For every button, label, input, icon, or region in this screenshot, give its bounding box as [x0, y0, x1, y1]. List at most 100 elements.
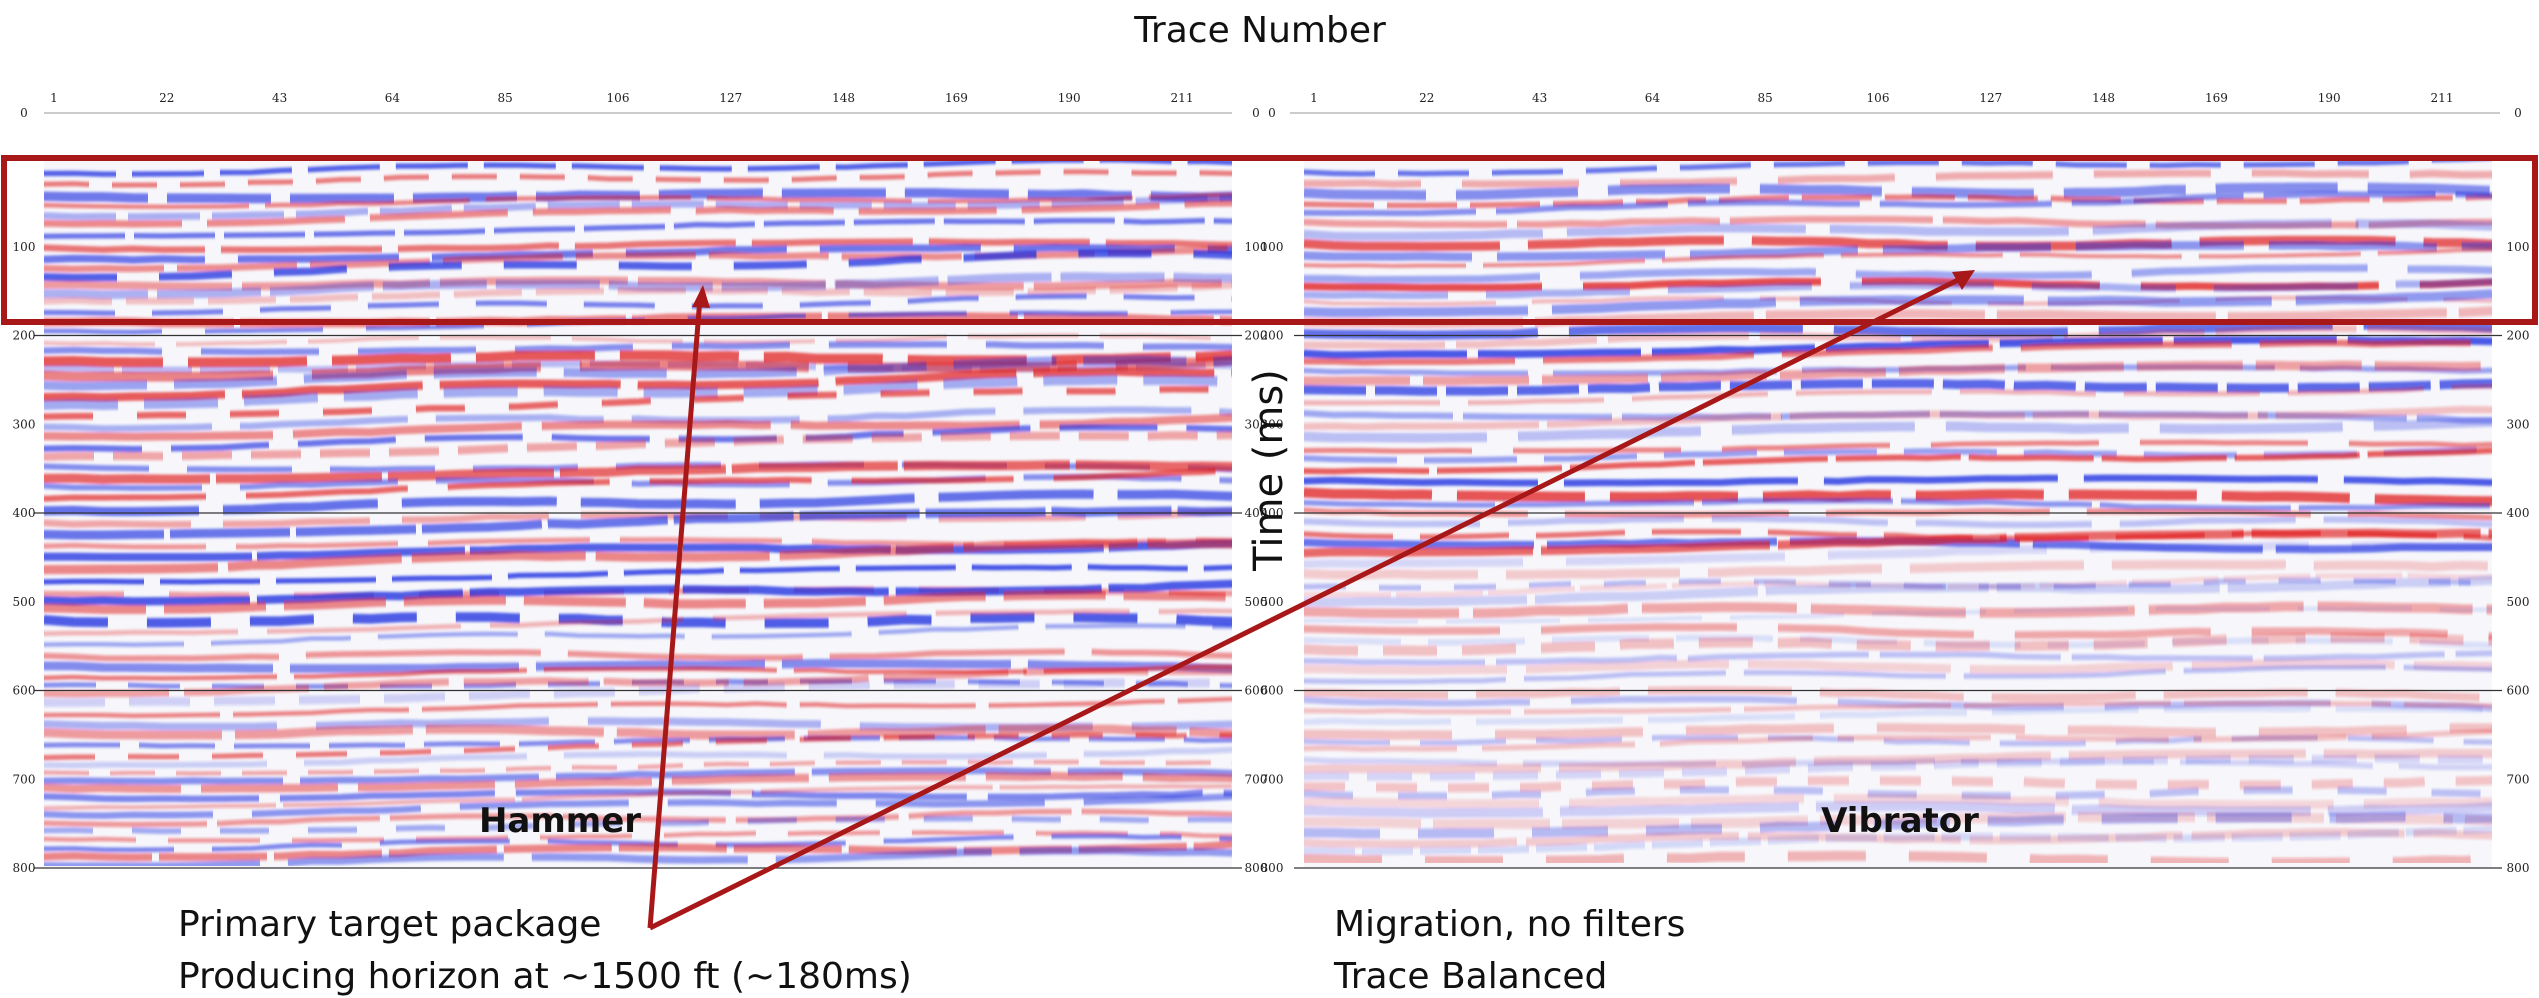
reflector-band [44, 217, 1232, 239]
reflector-band [44, 579, 1232, 606]
panel-hammer: 1 22 43 64 85 106 127 148 169 190 211 0 100 200 300 40… [13, 91, 1268, 875]
reflector-band [1304, 169, 2492, 189]
hammer-time-ticks-right: 0 100 200 300 400 500 600 700 800 [1245, 106, 1268, 875]
time-tick-label: 700 [1261, 772, 1284, 786]
reflector-band [1304, 360, 2492, 386]
reflector-band [44, 659, 1232, 673]
time-tick-label: 500 [1261, 595, 1284, 609]
arrow-to-vibrator [648, 275, 1964, 931]
reflector-band [44, 489, 1232, 517]
hammer-seismic-traces [44, 158, 1232, 868]
reflector-band [1304, 264, 2492, 284]
vibrator-trace-ticks: 1 22 43 64 85 106 127 148 169 190 211 [1310, 91, 2453, 105]
reflector-band [1304, 850, 2492, 868]
time-tick-label: 100 [1245, 240, 1268, 254]
reflector-band [44, 623, 1232, 647]
panel-vibrator: 1 22 43 64 85 106 127 148 169 190 211 0 100 200 300 40… [1261, 91, 2530, 875]
reflector-band [44, 238, 1232, 254]
trace-tick-label: 190 [1058, 91, 1081, 105]
trace-tick-label: 1 [50, 91, 58, 105]
reflector-band [1304, 634, 2492, 649]
reflector-band [44, 473, 1232, 491]
reflector-band [1304, 632, 2492, 656]
trace-tick-label: 22 [1419, 91, 1434, 105]
reflector-band [44, 663, 1232, 681]
reflector-band [1304, 191, 2492, 217]
reflector-band [1304, 825, 2492, 856]
vibrator-label: Vibrator [1821, 801, 1979, 841]
reflector-band [44, 272, 1232, 300]
trace-tick-label: 85 [1758, 91, 1773, 105]
reflector-band [44, 169, 1232, 188]
time-tick-label: 800 [2507, 861, 2530, 875]
reflector-band [1304, 775, 2492, 793]
time-tick-label: 200 [1245, 329, 1268, 343]
reflector-band [44, 508, 1232, 528]
time-tick-label: 300 [2507, 417, 2530, 431]
annotation-right-line1: Migration, no filters [1334, 904, 1685, 945]
reflector-band [44, 678, 1232, 707]
trace-tick-label: 211 [2431, 91, 2454, 105]
time-tick-label: 300 [1245, 417, 1268, 431]
reflector-band [1304, 487, 2492, 507]
reflector-band [1304, 650, 2492, 666]
reflector-band [1304, 324, 2492, 350]
time-tick-label: 200 [2507, 329, 2530, 343]
reflector-band [44, 767, 1232, 785]
trace-tick-label: 43 [272, 91, 287, 105]
reflector-band [44, 833, 1232, 853]
reflector-band [44, 386, 1232, 420]
reflector-band [44, 771, 1232, 794]
time-tick-label: 500 [13, 595, 36, 609]
reflector-band [44, 350, 1232, 368]
reflector-band [1304, 801, 2492, 818]
reflector-band [1304, 405, 2492, 431]
reflector-band [44, 506, 1232, 540]
reflector-band [1304, 384, 2492, 406]
arrowhead-hammer [692, 285, 710, 308]
time-tick-label: 100 [2507, 240, 2530, 254]
trace-tick-label: 127 [719, 91, 742, 105]
reflector-band [44, 192, 1232, 210]
reflector-band [44, 281, 1232, 305]
reflector-band [1304, 339, 2492, 366]
trace-tick-label: 1 [1310, 91, 1318, 105]
reflector-band [1304, 658, 2492, 675]
reflector-band [44, 460, 1232, 484]
time-tick-label: 300 [1261, 417, 1284, 431]
time-tick-label: 0 [1268, 106, 1276, 120]
trace-tick-label: 64 [385, 91, 401, 105]
reflector-band [44, 746, 1232, 769]
reflector-band [44, 612, 1232, 629]
time-tick-label: 600 [13, 684, 36, 698]
reflector-band [44, 783, 1232, 811]
reflector-band [44, 648, 1232, 662]
reflector-band [1304, 247, 2492, 269]
trace-tick-label: 211 [1171, 91, 1194, 105]
reflector-band [44, 293, 1232, 316]
reflector-band [1304, 664, 2492, 685]
hammer-label: Hammer [479, 801, 641, 841]
reflector-band [44, 341, 1232, 356]
vibrator-time-gridlines [1294, 334, 2502, 869]
reflector-band [44, 538, 1232, 575]
time-tick-label: 200 [13, 329, 36, 343]
time-tick-label: 700 [13, 772, 36, 786]
figure-title: Trace Number [1133, 10, 1386, 51]
reflector-band [44, 846, 1232, 868]
reflector-band [44, 406, 1232, 432]
reflector-band [44, 424, 1232, 453]
reflector-band [1304, 575, 2492, 607]
annotation-arrows [647, 270, 1975, 931]
arrow-to-hammer [647, 297, 703, 929]
time-tick-label: 0 [20, 106, 28, 120]
reflector-band [44, 724, 1232, 740]
reflector-band [44, 276, 1232, 291]
reflector-band [44, 590, 1232, 615]
reflector-band [44, 759, 1232, 776]
reflector-band [1304, 515, 2492, 529]
time-tick-label: 0 [2514, 106, 2522, 120]
reflector-band [1304, 320, 2492, 340]
trace-tick-label: 148 [2092, 91, 2115, 105]
trace-tick-label: 169 [2205, 91, 2228, 105]
